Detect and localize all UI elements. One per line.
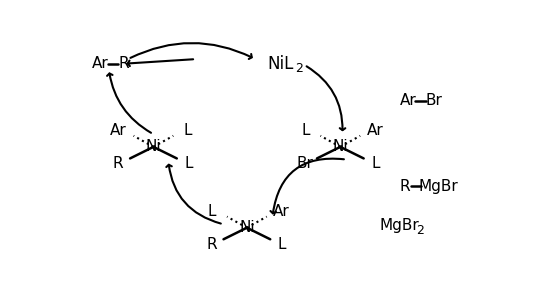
- Text: R: R: [399, 178, 410, 194]
- Text: Ar: Ar: [367, 123, 384, 138]
- Text: L: L: [184, 123, 192, 138]
- Text: R: R: [118, 56, 129, 71]
- Text: L: L: [301, 123, 310, 138]
- Text: 2: 2: [295, 62, 302, 75]
- Text: MgBr: MgBr: [380, 218, 420, 233]
- Text: MgBr: MgBr: [419, 178, 459, 194]
- Text: Ar: Ar: [110, 123, 127, 138]
- Text: L: L: [208, 204, 216, 219]
- Text: L: L: [372, 156, 380, 171]
- Text: Ni: Ni: [239, 220, 255, 235]
- Text: Br: Br: [425, 93, 442, 108]
- Text: Ar: Ar: [273, 204, 290, 219]
- Text: R: R: [113, 156, 123, 171]
- Text: Ni: Ni: [333, 140, 348, 154]
- Text: NiL: NiL: [267, 55, 294, 73]
- Text: Ar: Ar: [400, 93, 416, 108]
- Text: 2: 2: [416, 224, 424, 236]
- Text: Br: Br: [296, 156, 313, 171]
- Text: Ar: Ar: [92, 56, 109, 71]
- Text: L: L: [278, 237, 287, 252]
- Text: L: L: [185, 156, 193, 171]
- Text: R: R: [206, 237, 217, 252]
- Text: Ni: Ni: [146, 140, 161, 154]
